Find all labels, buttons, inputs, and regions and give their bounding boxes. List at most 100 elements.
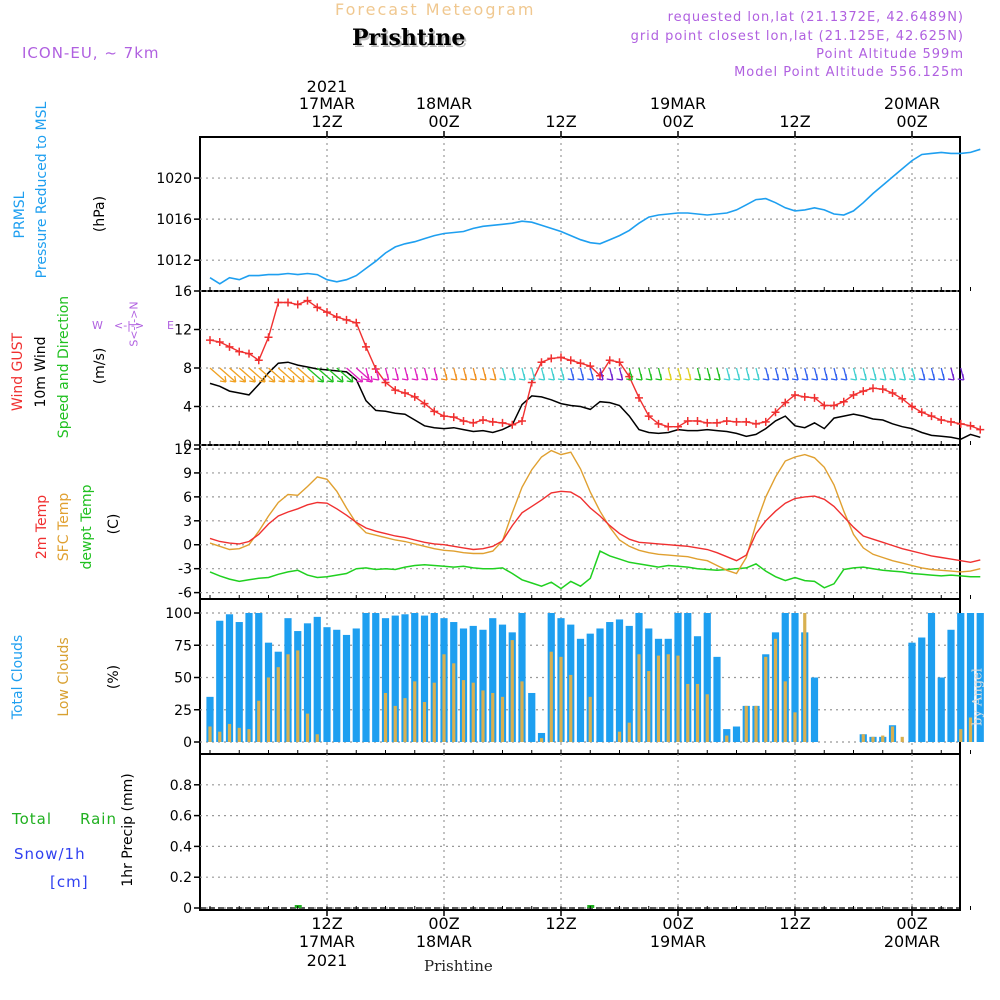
bottom-axis-date: 20MAR <box>884 932 940 951</box>
bottom-axis-date: 18MAR <box>416 932 472 951</box>
top-axis-hour: 00Z <box>896 112 927 131</box>
low-cloud-bar <box>871 736 875 742</box>
wind-arrow-head <box>752 373 760 381</box>
wind-arrow-head <box>918 373 926 381</box>
low-cloud-bar <box>617 731 622 742</box>
low-cloud-bar <box>637 654 641 742</box>
low-cloud-bar <box>725 735 729 742</box>
low-cloud-bar <box>247 729 251 742</box>
gust-point <box>235 347 244 356</box>
total-cloud-bar <box>703 613 711 742</box>
low-cloud-bar <box>549 651 553 742</box>
low-cloud-bar <box>315 734 319 742</box>
top-axis-date: 18MAR <box>416 94 472 113</box>
gust-point <box>332 312 341 321</box>
wind-arrow-head <box>596 373 604 381</box>
wind-arrow-head <box>372 373 380 381</box>
wind-direction-arrow <box>219 367 237 383</box>
total-label: Total <box>12 810 53 828</box>
gust-point <box>254 356 263 365</box>
gust-point <box>420 399 429 408</box>
top-axis-hour: 00Z <box>662 112 693 131</box>
low-cloud-bar <box>208 726 212 742</box>
wind-arrow-head <box>938 373 945 381</box>
wind-arrow-head <box>336 375 344 383</box>
gust-point <box>362 342 370 351</box>
wind-arrow-head <box>684 373 692 381</box>
wind-arrow-head <box>470 373 477 381</box>
gust-point <box>605 356 614 365</box>
total-cloud-bar <box>606 622 614 742</box>
total-cloud-bar <box>947 629 955 742</box>
bottom-axis-date: 19MAR <box>650 932 706 951</box>
y-tick-label: 0 <box>183 538 192 554</box>
top-axis-date: 17MAR <box>299 94 355 113</box>
low-cloud-bar <box>481 690 485 742</box>
total-cloud-bar <box>303 623 312 742</box>
gust-point <box>713 418 721 427</box>
pressure-line <box>209 148 981 285</box>
pressure-name-label: Pressure Reduced to MSL <box>34 101 50 279</box>
y-tick-label: 75 <box>174 638 192 654</box>
gust-point <box>391 386 400 395</box>
wind-arrow-head <box>288 375 295 383</box>
low-cloud-bar <box>968 717 973 742</box>
gust-point <box>898 394 907 403</box>
wind-arrow-head <box>440 373 448 381</box>
gust-point <box>927 412 936 421</box>
y-tick-label: 0.2 <box>170 870 192 886</box>
y-tick-label: -3 <box>178 562 192 578</box>
wind-speed-line <box>209 361 981 440</box>
gust-point <box>488 417 497 426</box>
wind-arrow-head <box>606 373 614 381</box>
gust-point <box>869 384 877 393</box>
gust-point <box>557 353 565 362</box>
gridpoint-location: grid point closest lon,lat (21.125E, 42.… <box>630 29 964 44</box>
wind-arrow-head <box>645 373 653 381</box>
wind-arrow-head <box>713 373 721 381</box>
temp2m-label: 2m Temp <box>34 494 50 560</box>
total-cloud-bar <box>684 613 692 742</box>
wind-arrow-head <box>772 373 780 381</box>
pressure-unit-label: (hPa) <box>92 195 108 233</box>
wind-arrow-head <box>249 375 256 383</box>
y-tick-label: 6 <box>183 490 192 506</box>
gust-point <box>547 354 556 363</box>
gust-point <box>498 418 507 427</box>
total-cloud-bar <box>810 677 819 742</box>
wind-arrow-head <box>830 373 838 381</box>
wind-arrow-head <box>460 373 468 381</box>
low-cloud-bar <box>588 696 592 742</box>
wind-arrow-head <box>860 373 867 381</box>
total-cloud-bar <box>235 622 243 742</box>
gust-point <box>313 303 322 312</box>
total-cloud-bar <box>918 637 926 742</box>
total-cloud-bar <box>528 692 536 742</box>
total-cloud-bar <box>732 726 741 742</box>
low-cloud-bar <box>452 663 456 742</box>
gust-point <box>781 398 790 407</box>
total-cloud-bar <box>430 613 438 742</box>
total-cloud-bar <box>352 628 360 742</box>
wind-direction-arrow <box>238 367 256 383</box>
gust-point <box>206 336 214 345</box>
wind-arrow-head <box>782 373 789 381</box>
gust-point <box>644 412 653 421</box>
low-cloud-bar <box>491 692 495 742</box>
wind-arrow-head <box>431 373 438 381</box>
total-cloud-bar <box>957 613 965 742</box>
wind-arrow-head <box>879 373 887 381</box>
y-tick-label: -6 <box>178 586 192 602</box>
low-cloud-bar <box>227 723 232 742</box>
y-tick-label: 9 <box>183 466 192 482</box>
low-cloud-bar <box>647 671 651 742</box>
gust-point <box>284 298 292 307</box>
wind-arrow-head <box>616 373 624 381</box>
y-tick-label: 12 <box>174 323 192 339</box>
wind-arrow-head <box>577 373 585 381</box>
model-altitude: Model Point Altitude 556.125m <box>734 65 964 80</box>
gust-point <box>664 422 673 431</box>
gust-line <box>209 299 981 431</box>
wind-arrow-head <box>587 373 594 381</box>
wind-arrow-head <box>743 373 750 381</box>
